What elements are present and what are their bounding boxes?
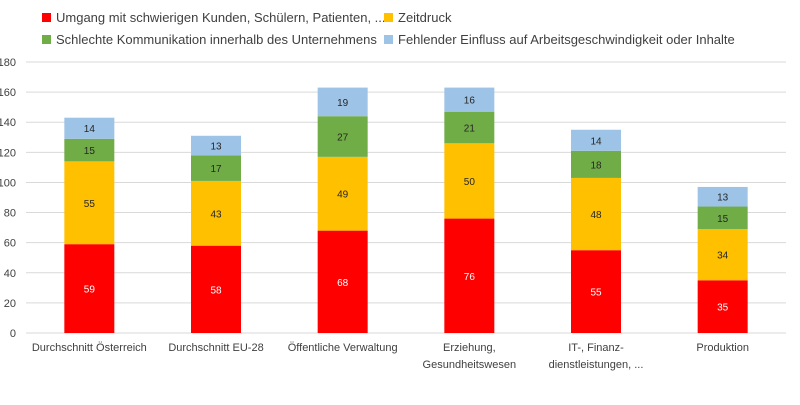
bar-segment (571, 150, 621, 178)
bar-segment (444, 143, 495, 219)
x-tick-label: Öffentliche Verwaltung (288, 342, 398, 354)
data-label: 34 (717, 251, 729, 262)
data-label: 15 (84, 146, 96, 157)
x-tick-label: Erziehung, (443, 342, 496, 354)
data-label: 49 (337, 190, 349, 201)
bar-segment (317, 116, 368, 157)
data-label: 21 (464, 123, 476, 134)
bar-segment (697, 206, 748, 230)
data-label: 35 (717, 303, 729, 314)
x-tick-label: dienstleistungen, ... (549, 359, 644, 371)
legend-swatch (384, 13, 393, 22)
legend-label: Fehlender Einfluss auf Arbeitsgeschwindi… (398, 32, 735, 47)
bar-segment (697, 229, 748, 281)
bar-segment (64, 138, 115, 162)
bar-segment (571, 250, 621, 333)
data-label: 15 (717, 214, 729, 225)
data-label: 18 (590, 160, 602, 171)
bar-segment (444, 87, 495, 112)
bar-segment (191, 180, 241, 246)
bar-segment (64, 244, 115, 333)
x-tick-label: Gesundheitswesen (423, 359, 517, 371)
y-tick-label: 180 (0, 57, 16, 69)
legend-swatch (384, 35, 393, 44)
bar-segment (64, 117, 115, 139)
bar-segment (571, 129, 621, 151)
data-label: 48 (590, 210, 602, 221)
bar-segment (64, 161, 115, 245)
data-label: 43 (210, 209, 222, 220)
bar-segment (697, 280, 748, 333)
bar-segment (444, 218, 495, 333)
data-label: 50 (464, 177, 476, 188)
bar-segment (571, 177, 621, 251)
x-tick-label: Produktion (696, 342, 749, 354)
y-tick-label: 160 (0, 87, 16, 99)
x-tick-label: Durchschnitt EU-28 (168, 342, 263, 354)
data-label: 16 (464, 96, 476, 107)
bar-segment (444, 111, 495, 144)
data-label: 68 (337, 278, 349, 289)
x-tick-label: IT-, Finanz- (568, 342, 624, 354)
y-tick-label: 20 (4, 298, 16, 310)
y-tick-label: 0 (10, 328, 16, 340)
legend-label: Zeitdruck (398, 10, 452, 25)
x-tick-label: Durchschnitt Österreich (32, 342, 147, 354)
data-label: 55 (590, 288, 602, 299)
data-label: 27 (337, 133, 349, 144)
data-label: 59 (84, 285, 96, 296)
bar-segment (191, 245, 241, 333)
data-label: 13 (717, 193, 729, 204)
legend-label: Schlechte Kommunikation innerhalb des Un… (56, 32, 377, 47)
legend-swatch (42, 35, 51, 44)
data-label: 58 (210, 285, 222, 296)
data-label: 17 (210, 164, 222, 175)
data-label: 13 (210, 142, 222, 153)
bar-segment (191, 155, 241, 181)
y-tick-label: 40 (4, 268, 16, 280)
bar-segment (317, 230, 368, 333)
bar-segment (191, 135, 241, 156)
data-label: 14 (590, 136, 602, 147)
data-label: 55 (84, 199, 96, 210)
data-label: 14 (84, 124, 96, 135)
legend-swatch (42, 13, 51, 22)
bar-segment (697, 186, 748, 207)
y-tick-label: 80 (4, 208, 16, 220)
legend-label: Umgang mit schwierigen Kunden, Schülern,… (56, 10, 386, 25)
y-tick-label: 140 (0, 117, 16, 129)
bar-segment (317, 156, 368, 231)
y-tick-label: 120 (0, 147, 16, 159)
bar-segment (317, 87, 368, 117)
y-tick-label: 60 (4, 238, 16, 250)
y-tick-label: 100 (0, 177, 16, 189)
data-label: 76 (464, 272, 476, 283)
data-label: 19 (337, 98, 349, 109)
